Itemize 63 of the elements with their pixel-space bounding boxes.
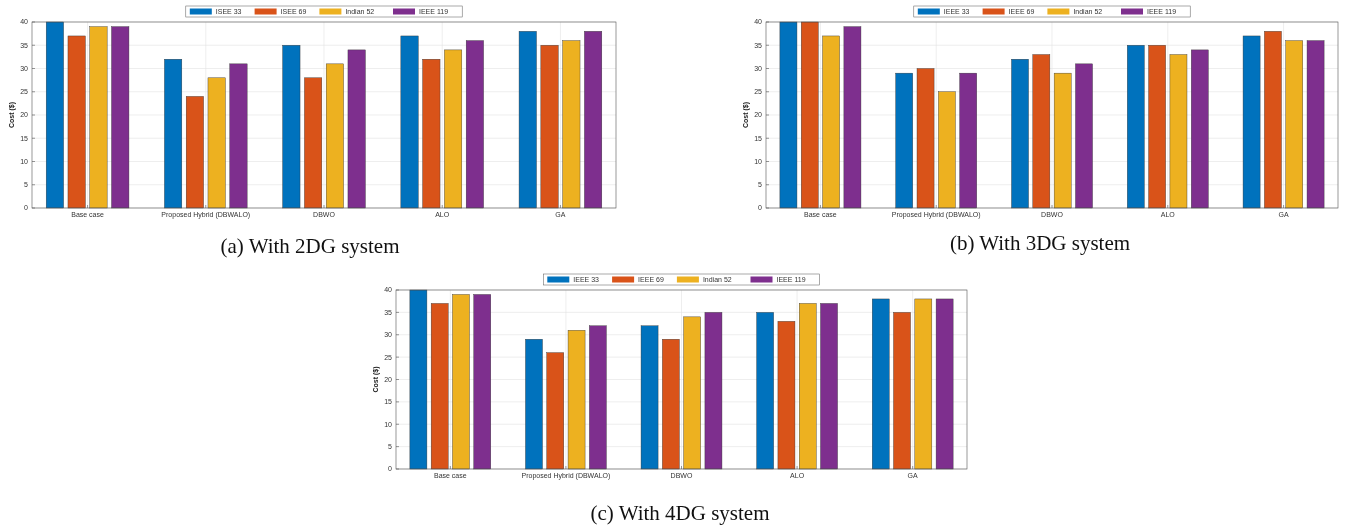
- bar: [207, 77, 226, 209]
- bar: [1148, 45, 1166, 209]
- bar: [229, 63, 248, 209]
- bar: [1264, 31, 1282, 209]
- bar: [111, 26, 130, 209]
- text: (b) With 3DG system: [949, 231, 1131, 255]
- bar: [872, 298, 890, 470]
- bar: [1242, 35, 1261, 209]
- bar: [546, 352, 564, 470]
- bar: [801, 21, 819, 209]
- bar: [89, 26, 108, 209]
- text: (c) With 4DG system: [590, 501, 770, 525]
- bar: [430, 303, 449, 470]
- bar: [562, 40, 581, 209]
- bar: [916, 68, 935, 209]
- bar: [938, 91, 956, 209]
- bar: [1306, 40, 1325, 209]
- bar: [1032, 54, 1051, 209]
- bar: [518, 31, 537, 209]
- bar: [525, 339, 543, 470]
- bar: [959, 72, 977, 209]
- bar: [662, 339, 680, 470]
- bar: [67, 35, 86, 209]
- bar: [584, 31, 603, 209]
- bar: [1011, 59, 1029, 209]
- bar: [45, 21, 64, 209]
- bar: [540, 45, 559, 209]
- bar: [422, 59, 441, 209]
- bar: [589, 325, 607, 470]
- bar: [777, 321, 796, 470]
- bar: [756, 312, 774, 470]
- bar: [325, 63, 344, 209]
- text: (a) With 2DG system: [220, 234, 400, 258]
- bar: [164, 59, 183, 209]
- bar: [822, 35, 840, 209]
- bar: [799, 303, 817, 470]
- bar: [683, 316, 701, 470]
- bar: [893, 312, 911, 470]
- bar: [282, 45, 301, 209]
- bar: [820, 303, 838, 470]
- bar: [779, 21, 798, 209]
- bar: [1285, 40, 1303, 209]
- bar: [704, 312, 723, 470]
- bar: [640, 325, 659, 470]
- bar: [914, 298, 933, 470]
- bar: [400, 35, 419, 209]
- bar: [473, 294, 491, 470]
- bar: [1127, 45, 1145, 209]
- bar: [185, 96, 204, 209]
- bar: [843, 26, 862, 209]
- bar: [452, 294, 470, 470]
- bar: [465, 40, 484, 209]
- bar: [304, 77, 323, 209]
- bar: [1169, 54, 1188, 209]
- bar: [409, 289, 428, 470]
- bar: [1053, 72, 1072, 209]
- bar: [347, 49, 366, 209]
- bar: [444, 49, 463, 209]
- bar: [1191, 49, 1209, 209]
- bar: [567, 330, 586, 470]
- bar: [1075, 63, 1093, 209]
- bar: [895, 72, 913, 209]
- bar: [935, 298, 954, 470]
